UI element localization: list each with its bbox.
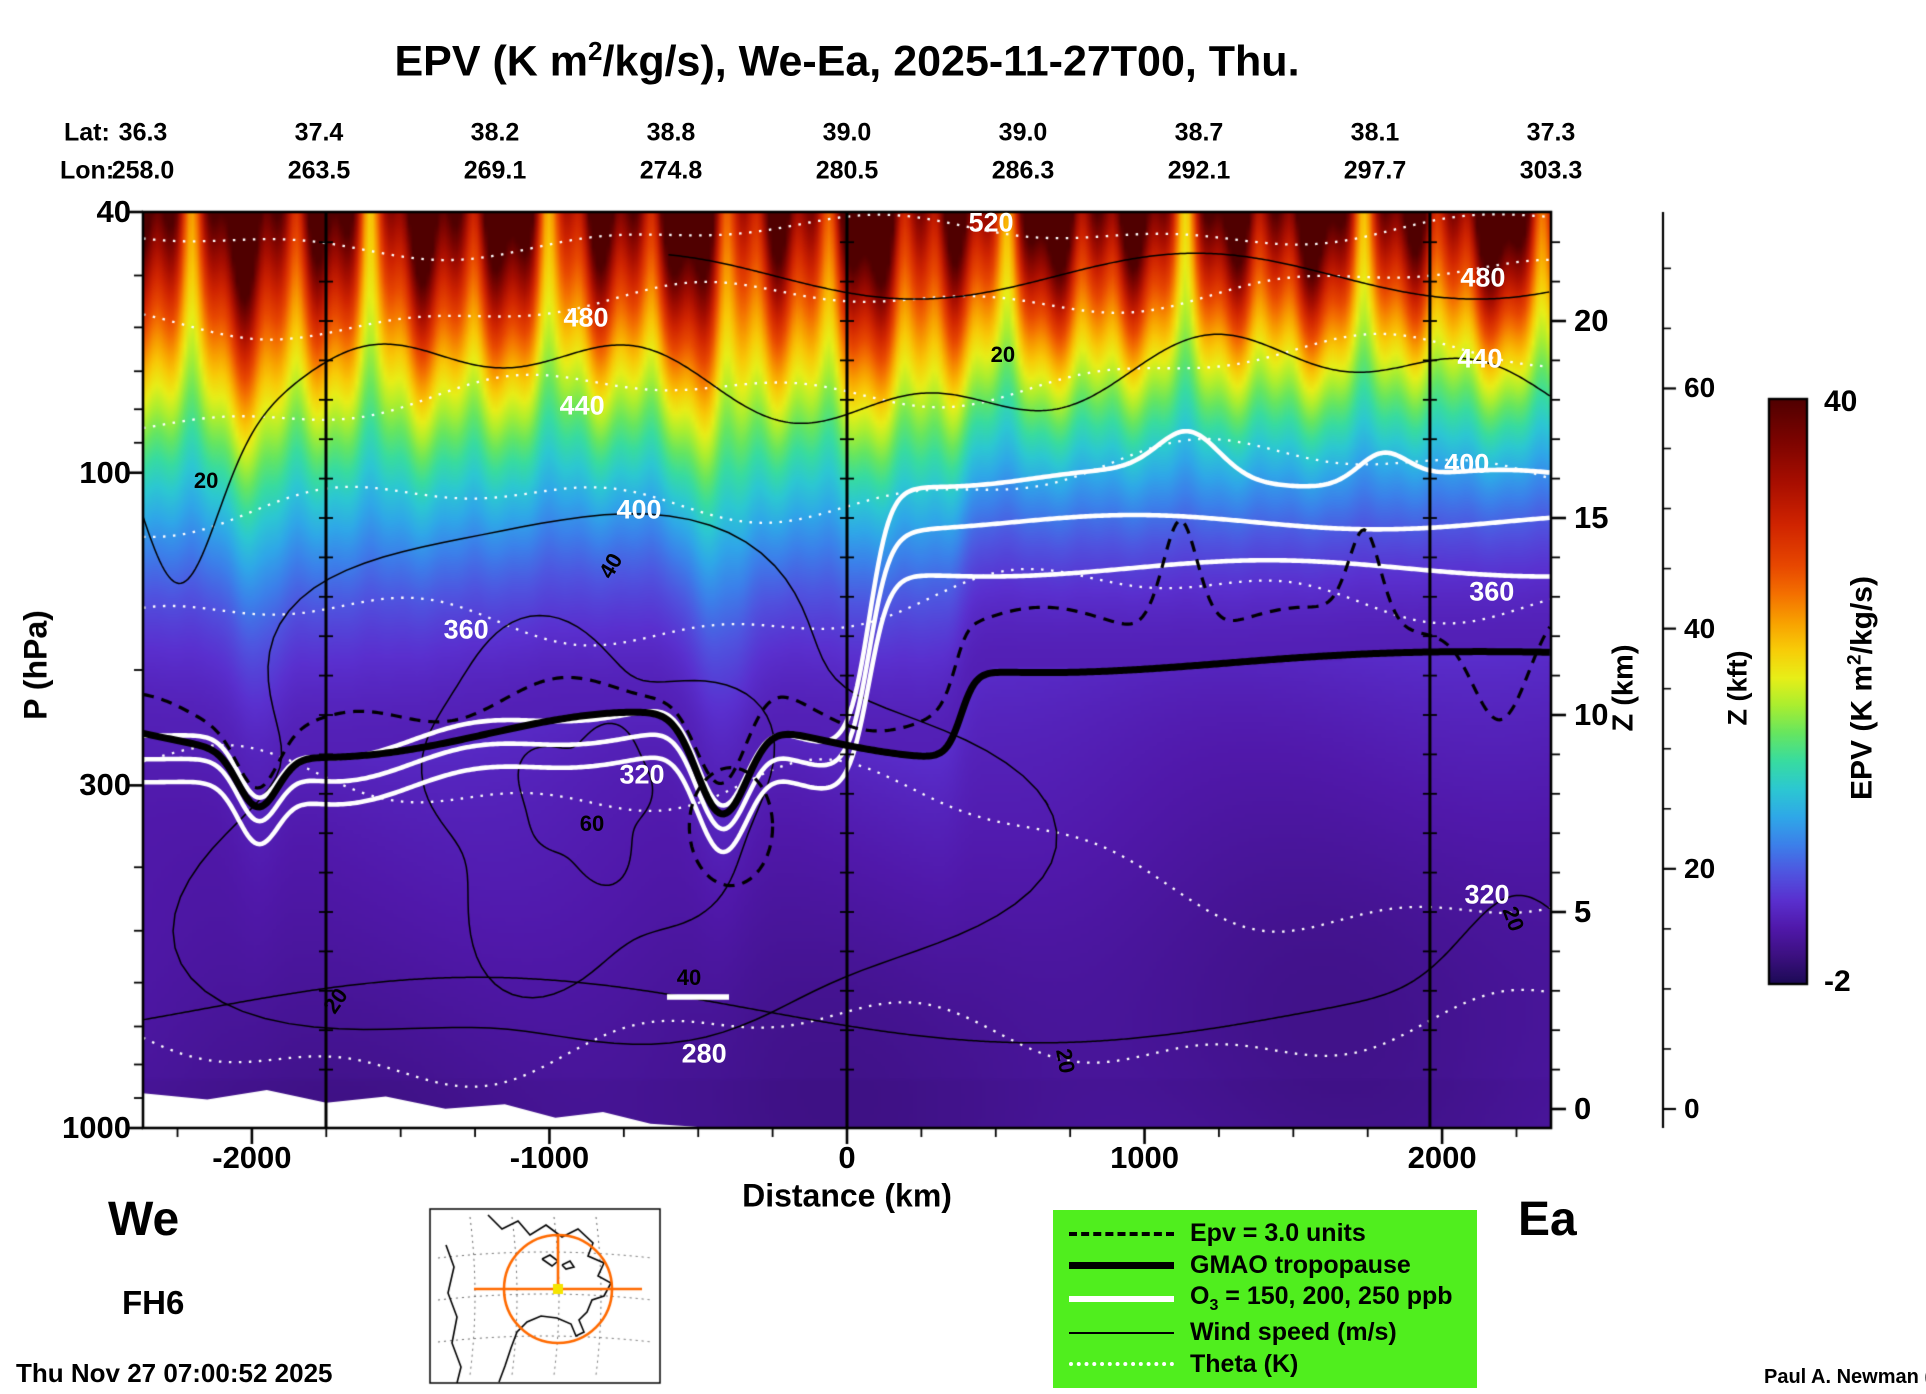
legend-label: O3 = 150, 200, 250 ppb: [1190, 1282, 1453, 1315]
lon-value: 297.7: [1343, 156, 1407, 185]
legend-item-wind: Wind speed (m/s): [1069, 1318, 1461, 1347]
thick-black-line-sample: [1069, 1261, 1174, 1269]
credit-label: Paul A. Newman (NASA: [1764, 1366, 1926, 1388]
theta-contour-label: 360: [443, 614, 489, 645]
pressure-tick-label: 1000: [62, 1110, 131, 1145]
legend-label: Epv = 3.0 units: [1190, 1219, 1366, 1248]
lon-value: 269.1: [463, 156, 527, 185]
lon-axis-header: Lon:: [60, 156, 115, 185]
thick-white-line-sample: [1069, 1295, 1174, 1302]
lon-value: 280.5: [815, 156, 879, 185]
z-km-tick-label: 0: [1574, 1091, 1592, 1126]
theta-contour-label: 520: [968, 207, 1014, 238]
lat-value: 38.7: [1174, 118, 1224, 147]
colorbar-max-label: 40: [1824, 385, 1858, 418]
forecast-hour-label: FH6: [122, 1284, 185, 1321]
z-kft-tick-label: 0: [1684, 1093, 1700, 1124]
theta-contour-label: 440: [559, 390, 605, 421]
lon-value: 274.8: [639, 156, 703, 185]
pressure-tick-label: 40: [96, 194, 131, 229]
colorbar-title: EPV (K m2/kg/s): [1844, 576, 1879, 800]
lat-axis-header: Lat:: [64, 118, 110, 147]
z-km-tick-label: 20: [1574, 303, 1609, 338]
distance-tick-label: 2000: [1407, 1140, 1477, 1175]
pressure-tick-label: 300: [79, 767, 131, 803]
legend-label: Theta (K): [1190, 1349, 1299, 1378]
theta-contour-label: 320: [619, 759, 665, 790]
lat-value: 39.0: [998, 118, 1048, 147]
z-kft-axis-title: Z (kft): [1722, 650, 1753, 726]
legend-box: Epv = 3.0 units GMAO tropopause O3 = 150…: [1053, 1210, 1477, 1388]
lat-value: 38.2: [470, 118, 520, 147]
legend-label: GMAO tropopause: [1190, 1250, 1411, 1279]
z-km-tick-label: 5: [1574, 894, 1592, 929]
colorbar-min-label: -2: [1824, 965, 1851, 998]
lon-value: 258.0: [111, 156, 175, 185]
distance-tick-label: -1000: [509, 1140, 590, 1175]
thin-black-line-sample: [1069, 1331, 1174, 1334]
legend-item-theta: Theta (K): [1069, 1350, 1461, 1379]
wind-contour-label: 20: [1051, 1046, 1081, 1076]
theta-contour-label: 440: [1457, 343, 1503, 374]
wind-contour-label: 40: [676, 964, 702, 990]
lat-value: 36.3: [118, 118, 168, 147]
wind-contour-label: 20: [193, 468, 219, 494]
theta-contour-label: 280: [681, 1038, 727, 1069]
timestamp-label: Thu Nov 27 07:00:52 2025: [16, 1358, 333, 1388]
legend-item-tropopause: GMAO tropopause: [1069, 1251, 1461, 1280]
lon-value: 263.5: [287, 156, 351, 185]
z-km-axis-title: Z (km): [1607, 644, 1640, 732]
lat-value: 37.3: [1526, 118, 1576, 147]
pressure-tick-label: 100: [79, 454, 131, 490]
lat-value: 37.4: [294, 118, 344, 147]
dotted-white-line-sample: [1069, 1362, 1174, 1367]
dashed-line-sample: [1069, 1231, 1174, 1236]
lat-value: 38.8: [646, 118, 696, 147]
z-kft-tick-label: 20: [1684, 852, 1716, 884]
east-end-label: Ea: [1518, 1193, 1577, 1246]
theta-contour-label: 400: [616, 494, 662, 525]
theta-contour-label: 480: [563, 302, 609, 333]
wind-contour-label: 60: [579, 811, 605, 837]
legend-label: Wind speed (m/s): [1190, 1318, 1397, 1347]
wind-contour-label: 20: [990, 341, 1016, 367]
legend-item-epv3: Epv = 3.0 units: [1069, 1219, 1461, 1248]
lon-value: 303.3: [1519, 156, 1583, 185]
legend-item-ozone: O3 = 150, 200, 250 ppb: [1069, 1282, 1461, 1315]
pressure-axis-title: P (hPa): [17, 610, 54, 720]
z-kft-tick-label: 60: [1684, 372, 1716, 404]
distance-axis-title: Distance (km): [742, 1177, 952, 1214]
z-km-tick-label: 15: [1574, 500, 1609, 535]
west-end-label: We: [108, 1193, 180, 1246]
page-title: EPV (K m2/kg/s), We-Ea, 2025-11-27T00, T…: [394, 36, 1300, 86]
theta-contour-label: 360: [1469, 576, 1515, 607]
distance-tick-label: 0: [838, 1140, 856, 1175]
distance-tick-label: 1000: [1110, 1140, 1180, 1175]
lon-value: 292.1: [1167, 156, 1231, 185]
lat-value: 39.0: [822, 118, 872, 147]
theta-contour-label: 320: [1464, 879, 1510, 910]
z-kft-tick-label: 40: [1684, 612, 1716, 644]
lon-value: 286.3: [991, 156, 1055, 185]
lat-value: 38.1: [1350, 118, 1400, 147]
distance-tick-label: -2000: [212, 1140, 292, 1175]
z-km-tick-label: 10: [1574, 697, 1609, 732]
theta-contour-label: 480: [1460, 262, 1506, 293]
theta-contour-label: 400: [1444, 448, 1490, 479]
